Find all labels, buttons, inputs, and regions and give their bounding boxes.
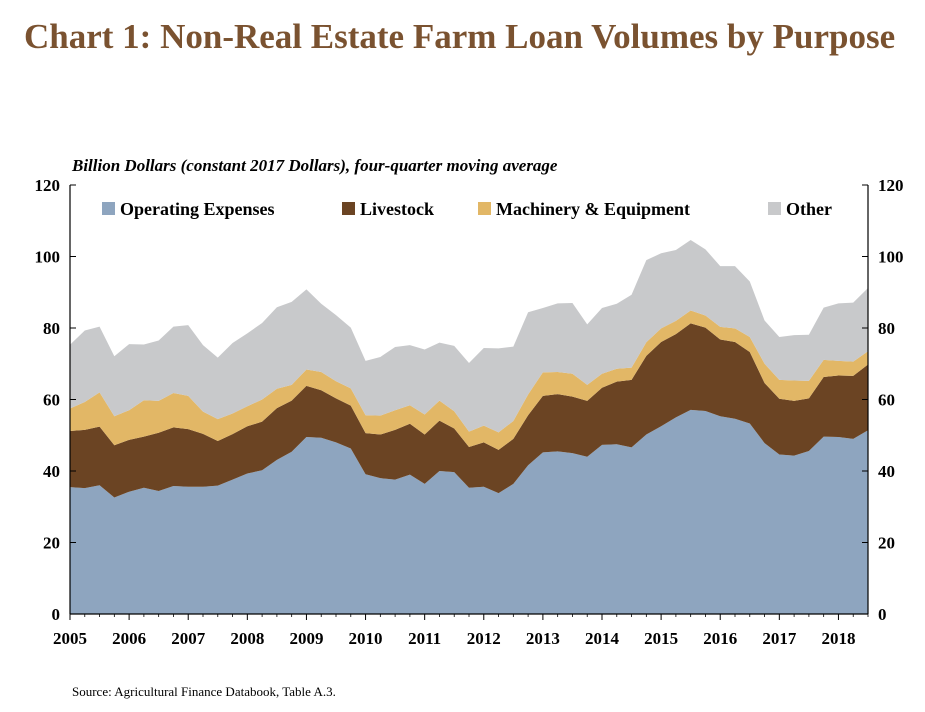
x-tick-label: 2007: [171, 629, 206, 648]
x-tick-label: 2006: [112, 629, 146, 648]
chart-subtitle: Billion Dollars (constant 2017 Dollars),…: [72, 156, 558, 175]
y-tick-label-right: 20: [878, 534, 895, 553]
area-operating-expenses: [70, 409, 868, 614]
x-tick-label: 2008: [230, 629, 264, 648]
x-tick-label: 2011: [408, 629, 441, 648]
legend-swatch-machinery-equipment: [478, 202, 491, 215]
x-tick-label: 2009: [289, 629, 323, 648]
chart-legend: Operating Expenses Livestock Machinery & E…: [102, 199, 832, 219]
y-tick-label-right: 0: [878, 605, 887, 624]
legend-label-operating-expenses: Operating Expenses: [120, 199, 275, 219]
y-tick-label-left: 20: [43, 534, 60, 553]
legend-swatch-other: [768, 202, 781, 215]
x-tick-label: 2005: [53, 629, 87, 648]
x-tick-label: 2018: [821, 629, 855, 648]
x-tick-label: 2013: [526, 629, 560, 648]
legend-label-machinery-equipment: Machinery & Equipment: [496, 199, 690, 219]
y-tick-label-right: 120: [878, 176, 904, 195]
area-series-group: [70, 240, 868, 614]
y-tick-label-left: 40: [43, 462, 60, 481]
y-tick-label-right: 60: [878, 391, 895, 410]
y-tick-label-right: 40: [878, 462, 895, 481]
x-tick-label: 2010: [349, 629, 383, 648]
source-note: Source: Agricultural Finance Databook, T…: [72, 684, 336, 699]
y-tick-label-right: 80: [878, 319, 895, 338]
x-tick-label: 2017: [762, 629, 797, 648]
legend-swatch-operating-expenses: [102, 202, 115, 215]
area-livestock: [70, 323, 868, 498]
x-tick-label: 2012: [467, 629, 501, 648]
y-tick-label-left: 80: [43, 319, 60, 338]
legend-label-other: Other: [786, 199, 832, 219]
y-tick-label-left: 0: [52, 605, 61, 624]
axes-group: 0 0 20 20 40 40 60 60 80 80 100 100 120 120 2005 2006 20…: [35, 176, 904, 648]
x-tick-label: 2015: [644, 629, 678, 648]
y-tick-label-left: 60: [43, 391, 60, 410]
y-tick-label-right: 100: [878, 248, 904, 267]
area-other: [70, 240, 868, 433]
legend-label-livestock: Livestock: [360, 199, 434, 219]
x-tick-label: 2016: [703, 629, 737, 648]
legend-swatch-livestock: [342, 202, 355, 215]
x-tick-label: 2014: [585, 629, 620, 648]
y-tick-label-left: 100: [35, 248, 61, 267]
chart-title: Chart 1: Non-Real Estate Farm Loan Volum…: [24, 17, 896, 56]
y-tick-label-left: 120: [35, 176, 61, 195]
